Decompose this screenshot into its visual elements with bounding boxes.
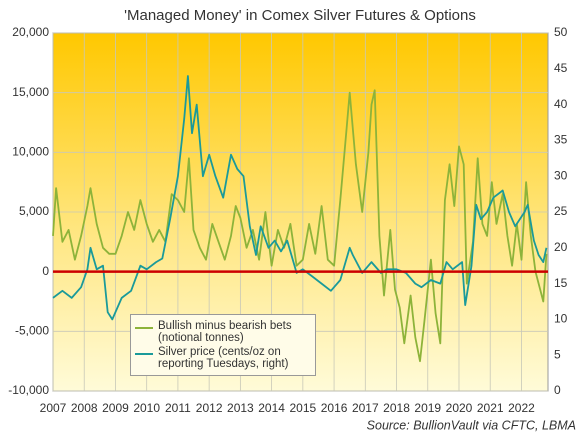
x-tick-label: 2020: [446, 401, 473, 415]
series-line: [52, 75, 548, 321]
x-tick-label: 2016: [321, 401, 348, 415]
x-tick-label: 2010: [133, 401, 160, 415]
y-tick-label: 5,000: [19, 204, 49, 218]
x-tick-label: 2012: [196, 401, 223, 415]
y2-tick-label: 5: [554, 347, 561, 361]
y-tick-label: 20,000: [12, 25, 49, 39]
x-tick-label: 2008: [71, 401, 98, 415]
y2-tick-label: 25: [554, 204, 568, 218]
y2-tick-label: 35: [554, 133, 568, 147]
x-tick-label: 2009: [102, 401, 129, 415]
legend-entry: Bullish minus bearish bets (notional ton…: [135, 320, 311, 344]
y2-tick-label: 50: [554, 25, 568, 39]
x-tick-label: 2018: [383, 401, 410, 415]
x-tick-label: 2014: [258, 401, 285, 415]
y-tick-label: 10,000: [12, 145, 49, 159]
y-tick-label: -5,000: [15, 324, 49, 338]
x-tick-label: 2021: [477, 401, 504, 415]
x-tick-label: 2017: [352, 401, 379, 415]
x-tick-label: 2022: [508, 401, 535, 415]
y-tick-label: -10,000: [8, 383, 49, 397]
y2-tick-label: 20: [554, 240, 568, 254]
legend-label: Silver price (cents/oz on reporting Tues…: [158, 346, 289, 370]
y2-tick-label: 0: [554, 383, 561, 397]
x-tick-label: 2013: [227, 401, 254, 415]
x-tick-label: 2007: [40, 401, 67, 415]
legend-swatch: [135, 327, 153, 329]
legend: Bullish minus bearish bets (notional ton…: [130, 314, 316, 376]
y2-tick-label: 10: [554, 312, 568, 326]
series-line: [52, 89, 548, 363]
y2-tick-label: 15: [554, 276, 568, 290]
legend-entry: Silver price (cents/oz on reporting Tues…: [135, 346, 311, 370]
x-tick-label: 2011: [165, 401, 191, 415]
y-tick-label: 15,000: [12, 85, 49, 99]
y2-tick-label: 40: [554, 97, 568, 111]
chart-title: 'Managed Money' in Comex Silver Futures …: [124, 7, 476, 24]
source: Source: BullionVault via CFTC, LBMA: [367, 418, 576, 432]
x-tick-label: 2019: [414, 401, 441, 415]
legend-swatch: [135, 353, 153, 355]
y2-tick-label: 30: [554, 168, 568, 182]
legend-label: Bullish minus bearish bets (notional ton…: [158, 320, 292, 344]
x-tick-label: 2015: [289, 401, 316, 415]
y2-tick-label: 45: [554, 61, 568, 75]
y-tick-label: 0: [42, 264, 49, 278]
